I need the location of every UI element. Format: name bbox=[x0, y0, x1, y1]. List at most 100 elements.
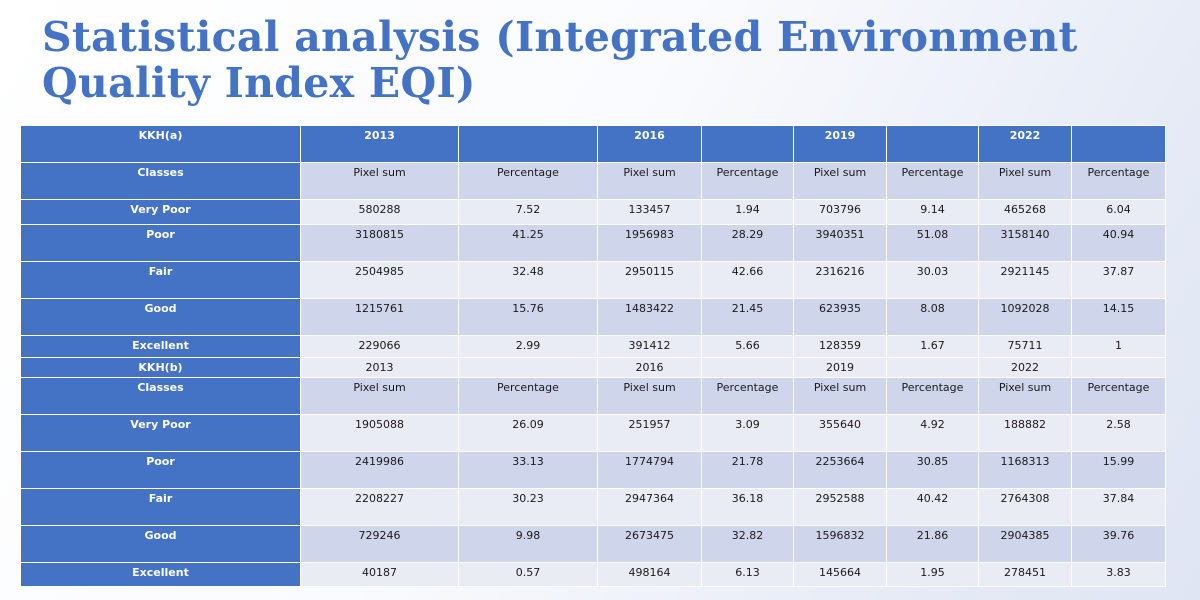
pixel-sum-cell: 2950115 bbox=[597, 261, 702, 299]
percentage-cell: 6.04 bbox=[1071, 199, 1166, 225]
pixel-sum-cell: 75711 bbox=[978, 335, 1072, 358]
percentage-cell: 28.29 bbox=[701, 224, 794, 262]
pixel-sum-cell: 580288 bbox=[300, 199, 459, 225]
class-label: Good bbox=[20, 525, 301, 563]
class-label: Very Poor bbox=[20, 414, 301, 452]
pixel-sum-cell: 145664 bbox=[793, 562, 887, 587]
percentage-cell: 41.25 bbox=[458, 224, 598, 262]
percentage-cell: 36.18 bbox=[701, 488, 794, 526]
pixel-sum-header: Pixel sum bbox=[300, 377, 459, 415]
year-header-2022: 2022 bbox=[978, 125, 1072, 163]
pixel-sum-cell: 229066 bbox=[300, 335, 459, 358]
percentage-cell: 3.09 bbox=[701, 414, 794, 452]
percentage-cell: 51.08 bbox=[886, 224, 979, 262]
year-header-blank bbox=[701, 125, 794, 163]
pixel-sum-cell: 1483422 bbox=[597, 298, 702, 336]
page-title: Statistical analysis (Integrated Environ… bbox=[42, 13, 1078, 107]
class-label: Very Poor bbox=[20, 199, 301, 225]
percentage-header: Percentage bbox=[1071, 162, 1166, 200]
kkh-a-table-label: KKH(a) bbox=[20, 125, 301, 163]
pixel-sum-cell: 2316216 bbox=[793, 261, 887, 299]
percentage-cell: 26.09 bbox=[458, 414, 598, 452]
year-header-2022: 2022 bbox=[978, 357, 1072, 378]
percentage-header: Percentage bbox=[458, 377, 598, 415]
pixel-sum-header: Pixel sum bbox=[793, 377, 887, 415]
percentage-cell: 1 bbox=[1071, 335, 1166, 358]
year-header-blank bbox=[886, 125, 979, 163]
pixel-sum-cell: 128359 bbox=[793, 335, 887, 358]
pixel-sum-header: Pixel sum bbox=[597, 162, 702, 200]
percentage-cell: 42.66 bbox=[701, 261, 794, 299]
percentage-cell: 40.94 bbox=[1071, 224, 1166, 262]
eqi-statistics-table: KKH(a) 2013 2016 2019 2022 Classes Pixel sum Pe… bbox=[20, 125, 1166, 587]
year-header-blank bbox=[458, 357, 598, 378]
percentage-cell: 33.13 bbox=[458, 451, 598, 489]
pixel-sum-cell: 1596832 bbox=[793, 525, 887, 563]
pixel-sum-header: Pixel sum bbox=[300, 162, 459, 200]
class-label: Poor bbox=[20, 224, 301, 262]
pixel-sum-cell: 3940351 bbox=[793, 224, 887, 262]
class-label: Excellent bbox=[20, 562, 301, 587]
percentage-cell: 39.76 bbox=[1071, 525, 1166, 563]
table-row: Good 1215761 15.76 1483422 21.45 623935 8.08 10… bbox=[20, 298, 1166, 336]
percentage-header: Percentage bbox=[886, 162, 979, 200]
kkh-a-column-header-row: Classes Pixel sum Percentage Pixel sum Perce… bbox=[20, 162, 1166, 200]
table-row: Very Poor 580288 7.52 133457 1.94 703796 9.14 4… bbox=[20, 199, 1166, 225]
percentage-header: Percentage bbox=[1071, 377, 1166, 415]
pixel-sum-cell: 355640 bbox=[793, 414, 887, 452]
table-row: Poor 3180815 41.25 1956983 28.29 3940351 51.08… bbox=[20, 224, 1166, 262]
percentage-header: Percentage bbox=[458, 162, 598, 200]
percentage-cell: 9.14 bbox=[886, 199, 979, 225]
year-header-2013: 2013 bbox=[300, 357, 459, 378]
percentage-cell: 15.99 bbox=[1071, 451, 1166, 489]
table-row: Excellent 229066 2.99 391412 5.66 128359 1.67 7… bbox=[20, 335, 1166, 358]
table-row: Very Poor 1905088 26.09 251957 3.09 355640 4.9… bbox=[20, 414, 1166, 452]
pixel-sum-cell: 2952588 bbox=[793, 488, 887, 526]
pixel-sum-cell: 2904385 bbox=[978, 525, 1072, 563]
percentage-cell: 2.58 bbox=[1071, 414, 1166, 452]
pixel-sum-cell: 1956983 bbox=[597, 224, 702, 262]
pixel-sum-cell: 278451 bbox=[978, 562, 1072, 587]
year-header-blank bbox=[458, 125, 598, 163]
kkh-b-year-header-row: KKH(b) 2013 2016 2019 2022 bbox=[20, 357, 1166, 378]
pixel-sum-cell: 623935 bbox=[793, 298, 887, 336]
pixel-sum-header: Pixel sum bbox=[978, 377, 1072, 415]
pixel-sum-cell: 1215761 bbox=[300, 298, 459, 336]
percentage-cell: 30.03 bbox=[886, 261, 979, 299]
pixel-sum-cell: 391412 bbox=[597, 335, 702, 358]
pixel-sum-cell: 40187 bbox=[300, 562, 459, 587]
percentage-cell: 5.66 bbox=[701, 335, 794, 358]
class-label: Poor bbox=[20, 451, 301, 489]
year-header-2013: 2013 bbox=[300, 125, 459, 163]
pixel-sum-cell: 729246 bbox=[300, 525, 459, 563]
table-row: Poor 2419986 33.13 1774794 21.78 2253664 30.85… bbox=[20, 451, 1166, 489]
table-row: Good 729246 9.98 2673475 32.82 1596832 21.86 29… bbox=[20, 525, 1166, 563]
pixel-sum-cell: 1905088 bbox=[300, 414, 459, 452]
percentage-cell: 30.23 bbox=[458, 488, 598, 526]
percentage-cell: 3.83 bbox=[1071, 562, 1166, 587]
pixel-sum-cell: 2208227 bbox=[300, 488, 459, 526]
percentage-header: Percentage bbox=[701, 377, 794, 415]
class-label: Excellent bbox=[20, 335, 301, 358]
pixel-sum-cell: 2947364 bbox=[597, 488, 702, 526]
table-row: Fair 2504985 32.48 2950115 42.66 2316216 30.03… bbox=[20, 261, 1166, 299]
percentage-cell: 4.92 bbox=[886, 414, 979, 452]
percentage-cell: 2.99 bbox=[458, 335, 598, 358]
pixel-sum-cell: 703796 bbox=[793, 199, 887, 225]
percentage-cell: 14.15 bbox=[1071, 298, 1166, 336]
percentage-cell: 1.67 bbox=[886, 335, 979, 358]
pixel-sum-cell: 1168313 bbox=[978, 451, 1072, 489]
pixel-sum-cell: 465268 bbox=[978, 199, 1072, 225]
percentage-cell: 32.48 bbox=[458, 261, 598, 299]
year-header-blank bbox=[1071, 125, 1166, 163]
kkh-a-year-header-row: KKH(a) 2013 2016 2019 2022 bbox=[20, 125, 1166, 163]
year-header-blank bbox=[701, 357, 794, 378]
pixel-sum-cell: 2253664 bbox=[793, 451, 887, 489]
pixel-sum-cell: 2921145 bbox=[978, 261, 1072, 299]
pixel-sum-cell: 3158140 bbox=[978, 224, 1072, 262]
percentage-cell: 7.52 bbox=[458, 199, 598, 225]
percentage-cell: 15.76 bbox=[458, 298, 598, 336]
class-label: Good bbox=[20, 298, 301, 336]
year-header-blank bbox=[886, 357, 979, 378]
table-row: Fair 2208227 30.23 2947364 36.18 2952588 40.42… bbox=[20, 488, 1166, 526]
